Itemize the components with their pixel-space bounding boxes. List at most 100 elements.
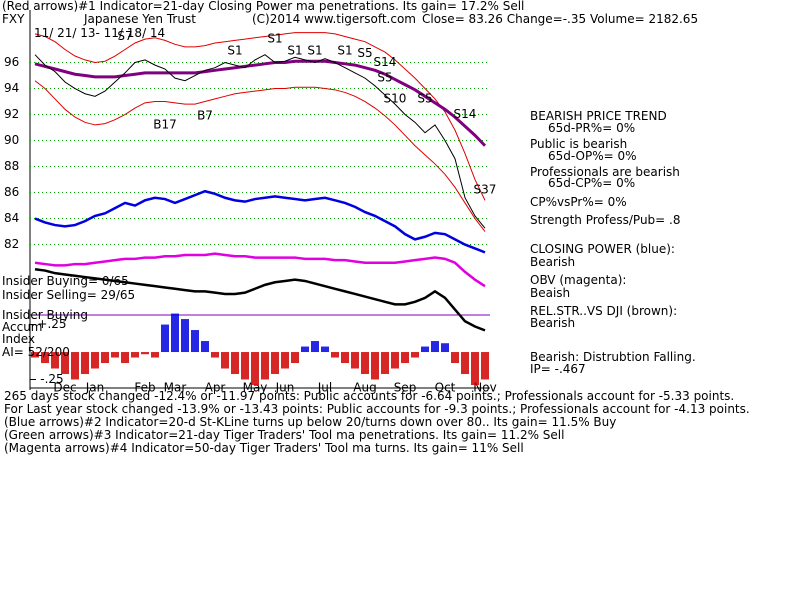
ai-bar bbox=[171, 313, 179, 353]
y-tick-label: 82 bbox=[4, 237, 19, 251]
ai-bar bbox=[121, 352, 129, 364]
ai-bar bbox=[101, 352, 109, 364]
ai-bar bbox=[281, 352, 289, 369]
ai-bar bbox=[71, 352, 79, 380]
side-note: Bearish bbox=[530, 316, 576, 330]
copyright: (C)2014 www.tigersoft.com bbox=[252, 12, 416, 26]
ai-bar bbox=[421, 346, 429, 353]
y-tick-label: 88 bbox=[4, 159, 19, 173]
ai-bar bbox=[151, 352, 159, 358]
signal-label: S1 bbox=[337, 43, 352, 57]
ai-bar bbox=[81, 352, 89, 375]
x-tick-label: Dec bbox=[53, 381, 76, 395]
ai-bar bbox=[231, 352, 239, 375]
ai-bar bbox=[41, 352, 49, 364]
panel-label: Accum bbox=[2, 320, 43, 334]
signal-label: S5 bbox=[357, 46, 372, 60]
ai-bar bbox=[61, 352, 69, 375]
ai-bar bbox=[481, 352, 489, 380]
ai-bar bbox=[301, 346, 309, 353]
side-note: Professionals are bearish bbox=[530, 165, 680, 179]
footer-line: 265 days stock changed -12.4% or -11.97 … bbox=[4, 389, 735, 403]
x-tick-label: Nov bbox=[473, 381, 496, 395]
series-line bbox=[34, 252, 486, 288]
name: Japanese Yen Trust bbox=[84, 12, 196, 26]
ai-bar bbox=[401, 352, 409, 364]
x-tick-label: Feb bbox=[134, 381, 155, 395]
series-line bbox=[34, 32, 486, 201]
x-tick-label: Oct bbox=[435, 381, 456, 395]
y-tick-label: 96 bbox=[4, 55, 19, 69]
y-tick-label: 90 bbox=[4, 133, 19, 147]
signal-label: S1 bbox=[307, 43, 322, 57]
ai-bar bbox=[241, 352, 249, 380]
footer-line: (Magenta arrows)#4 Indicator=50-day Tige… bbox=[4, 441, 524, 455]
footer-line: (Blue arrows)#2 Indicator=20-d St-KLine … bbox=[4, 415, 617, 429]
ai-bar bbox=[251, 352, 259, 385]
ai-bar bbox=[371, 352, 379, 380]
series-line bbox=[34, 59, 487, 147]
ai-bar bbox=[201, 341, 209, 353]
ai-bar bbox=[341, 352, 349, 364]
panel-label: Insider Buying bbox=[2, 308, 88, 322]
side-note: Bearish: Distrubtion Falling. bbox=[530, 350, 696, 364]
ai-bar bbox=[461, 352, 469, 375]
signal-label: S14 bbox=[374, 55, 397, 69]
side-note: 65d-CP%= 0% bbox=[548, 176, 636, 190]
y-tick-label: 94 bbox=[4, 81, 19, 95]
ai-bar bbox=[261, 352, 269, 380]
ai-bar bbox=[91, 352, 99, 369]
side-note: CLOSING POWER (blue): bbox=[530, 242, 675, 256]
panel-label: Index bbox=[2, 332, 36, 346]
ai-bar bbox=[471, 352, 479, 385]
ai-bar bbox=[271, 352, 279, 375]
ai-bar bbox=[131, 352, 139, 358]
signal-label: S7 bbox=[117, 29, 132, 43]
signal-label: S37 bbox=[474, 182, 497, 196]
ai-bar bbox=[441, 343, 449, 353]
ai-bar bbox=[31, 352, 39, 358]
series-line bbox=[34, 80, 486, 232]
y2-tick-label: +.25 bbox=[37, 317, 66, 331]
ai-bar bbox=[411, 352, 419, 358]
x-tick-label: Aug bbox=[353, 381, 376, 395]
ai-bar bbox=[321, 346, 329, 353]
y-tick-label: 92 bbox=[4, 107, 19, 121]
x-tick-label: Sep bbox=[394, 381, 417, 395]
signal-label: S5 bbox=[417, 91, 432, 105]
side-note: Strength Profess/Pub= .8 bbox=[530, 213, 681, 227]
side-note: Bearish bbox=[530, 255, 576, 269]
signal-label: S5 bbox=[377, 71, 392, 85]
x-tick-label: Jan bbox=[85, 381, 105, 395]
ai-bar bbox=[111, 352, 119, 358]
signal-label: S10 bbox=[384, 91, 407, 105]
quote: Close= 83.26 Change=-.35 Volume= 2182.65 bbox=[422, 12, 699, 26]
ai-bar bbox=[331, 352, 339, 358]
series-line bbox=[34, 268, 486, 332]
side-note: IP= -.467 bbox=[530, 362, 586, 376]
signal-label: B7 bbox=[197, 108, 213, 122]
ai-bar bbox=[221, 352, 229, 369]
footer-line: (Green arrows)#3 Indicator=21-day Tiger … bbox=[4, 428, 565, 442]
signal-label: S1 bbox=[267, 32, 282, 46]
ai-bar bbox=[311, 341, 319, 353]
x-tick-label: Mar bbox=[164, 381, 187, 395]
footer-line: For Last year stock changed -13.9% or -1… bbox=[4, 402, 750, 416]
side-note: Public is bearish bbox=[530, 137, 628, 151]
series-line bbox=[34, 54, 486, 229]
ai-bar bbox=[361, 352, 369, 375]
ai-bar bbox=[291, 352, 299, 364]
panel-label: Insider Selling= 29/65 bbox=[2, 288, 136, 302]
side-note: OBV (magenta): bbox=[530, 273, 627, 287]
signal-label: S14 bbox=[454, 107, 477, 121]
x-tick-label: Apr bbox=[205, 381, 226, 395]
ai-bar bbox=[381, 352, 389, 375]
side-note: Beaish bbox=[530, 286, 571, 300]
panel-label: Insider Buying= 0/65 bbox=[2, 274, 129, 288]
ai-bar bbox=[391, 352, 399, 369]
y-tick-label: 86 bbox=[4, 185, 19, 199]
side-note: 65d-PR%= 0% bbox=[548, 121, 636, 135]
ai-bar bbox=[431, 341, 439, 353]
date-range: 11/ 21/ 13- 11/ 18/ 14 bbox=[34, 26, 166, 40]
